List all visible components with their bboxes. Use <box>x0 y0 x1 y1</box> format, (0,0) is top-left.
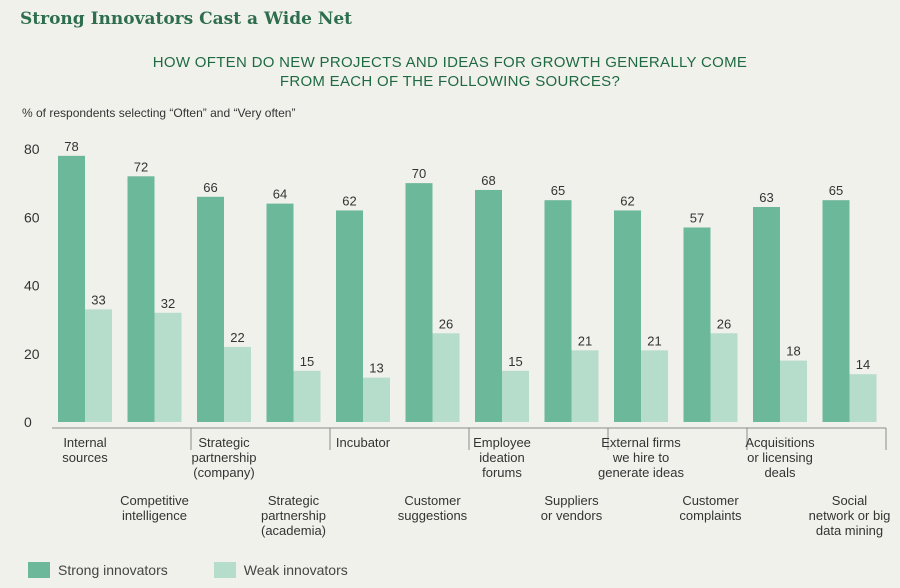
bar-weak <box>363 377 390 422</box>
y-tick-label: 0 <box>24 414 32 430</box>
x-tick-label: deals <box>764 465 796 480</box>
bar-weak <box>154 312 182 422</box>
x-tick-label: ideation <box>479 450 525 465</box>
x-tick-label: Social <box>832 493 868 508</box>
x-tick-label: (academia) <box>261 523 326 538</box>
x-tick-label: generate ideas <box>598 465 685 480</box>
x-tick-label: Customer <box>682 493 739 508</box>
x-tick-label: forums <box>482 465 522 480</box>
y-tick-label: 20 <box>24 346 40 362</box>
x-tick-label: data mining <box>816 523 883 538</box>
x-tick-label: we hire to <box>612 450 669 465</box>
bar-weak <box>849 374 877 422</box>
data-label-weak: 18 <box>786 344 800 359</box>
bar-weak <box>780 360 807 422</box>
bar-strong <box>58 155 85 422</box>
x-tick-label: network or big <box>809 508 891 523</box>
x-tick-label: suggestions <box>398 508 468 523</box>
bar-strong <box>197 196 224 422</box>
chart-title-line-1: HOW OFTEN DO NEW PROJECTS AND IDEAS FOR … <box>152 54 748 71</box>
x-tick-label: Strategic <box>268 493 320 508</box>
x-tick-label: complaints <box>679 508 742 523</box>
x-tick-label: Employee <box>473 435 531 450</box>
bar-weak <box>571 350 599 422</box>
data-label-strong: 62 <box>620 193 634 208</box>
x-tick-label: partnership <box>191 450 256 465</box>
bar-strong <box>544 200 572 422</box>
legend-swatch-strong <box>28 562 50 578</box>
data-label-strong: 72 <box>134 159 148 174</box>
data-label-weak: 15 <box>508 354 522 369</box>
data-label-weak: 26 <box>439 316 453 331</box>
bar-weak <box>641 350 668 422</box>
data-label-weak: 21 <box>578 333 592 348</box>
data-label-weak: 26 <box>717 316 731 331</box>
data-label-strong: 66 <box>203 180 217 195</box>
legend: Strong innovators Weak innovators <box>28 562 394 578</box>
bar-strong <box>753 207 780 422</box>
bar-strong <box>405 183 433 422</box>
data-label-strong: 64 <box>273 187 287 202</box>
x-tick-label: Strategic <box>198 435 250 450</box>
chart-title-line-2: FROM EACH OF THE FOLLOWING SOURCES? <box>279 73 621 90</box>
legend-item-weak: Weak innovators <box>213 562 348 578</box>
data-label-strong: 63 <box>759 190 773 205</box>
y-axis-label: % of respondents selecting “Often” and “… <box>22 106 296 120</box>
bar-weak <box>502 370 529 422</box>
y-tick-label: 80 <box>24 141 40 157</box>
bar-weak <box>224 346 251 422</box>
header-title: Strong Innovators Cast a Wide Net <box>20 9 353 29</box>
data-label-weak: 21 <box>647 333 661 348</box>
x-tick-label: Incubator <box>336 435 391 450</box>
chart-title: HOW OFTEN DO NEW PROJECTS AND IDEAS FOR … <box>0 53 900 91</box>
bar-strong <box>822 200 850 422</box>
bar-strong <box>475 189 502 422</box>
bar-strong <box>127 176 155 422</box>
bar-strong <box>336 210 363 422</box>
legend-label-strong: Strong innovators <box>58 562 168 578</box>
y-tick-label: 40 <box>24 278 40 294</box>
bar-strong <box>266 203 294 422</box>
x-tick-label: Competitive <box>120 493 189 508</box>
bar-weak <box>432 333 460 422</box>
legend-label-weak: Weak innovators <box>243 562 348 578</box>
data-label-strong: 57 <box>690 210 704 225</box>
legend-swatch-weak <box>213 562 236 578</box>
data-label-strong: 70 <box>412 166 426 181</box>
x-tick-label: External firms <box>601 435 681 450</box>
data-label-strong: 65 <box>829 183 843 198</box>
x-tick-label: (company) <box>193 465 254 480</box>
x-tick-label: partnership <box>261 508 326 523</box>
data-label-weak: 13 <box>369 361 383 376</box>
x-tick-label: Internal <box>63 435 106 450</box>
bar-weak <box>85 309 112 422</box>
x-tick-label: Acquisitions <box>745 435 815 450</box>
data-label-strong: 68 <box>481 173 495 188</box>
x-tick-label: Customer <box>404 493 461 508</box>
data-label-weak: 15 <box>300 354 314 369</box>
x-tick-label: sources <box>62 450 108 465</box>
data-label-strong: 65 <box>551 183 565 198</box>
x-tick-label: Suppliers <box>544 493 599 508</box>
y-tick-label: 60 <box>24 209 40 225</box>
data-label-weak: 32 <box>161 296 175 311</box>
bar-strong <box>614 210 641 422</box>
legend-item-strong: Strong innovators <box>28 562 168 578</box>
data-label-strong: 78 <box>64 139 78 154</box>
data-label-weak: 22 <box>230 330 244 345</box>
x-tick-label: intelligence <box>122 508 187 523</box>
x-tick-label: or licensing <box>747 450 813 465</box>
x-tick-label: or vendors <box>541 508 603 523</box>
bar-strong <box>683 227 711 422</box>
bar-weak <box>293 370 321 422</box>
bar-weak <box>710 333 738 422</box>
data-label-weak: 14 <box>856 357 870 372</box>
data-label-weak: 33 <box>91 292 105 307</box>
data-label-strong: 62 <box>342 193 356 208</box>
